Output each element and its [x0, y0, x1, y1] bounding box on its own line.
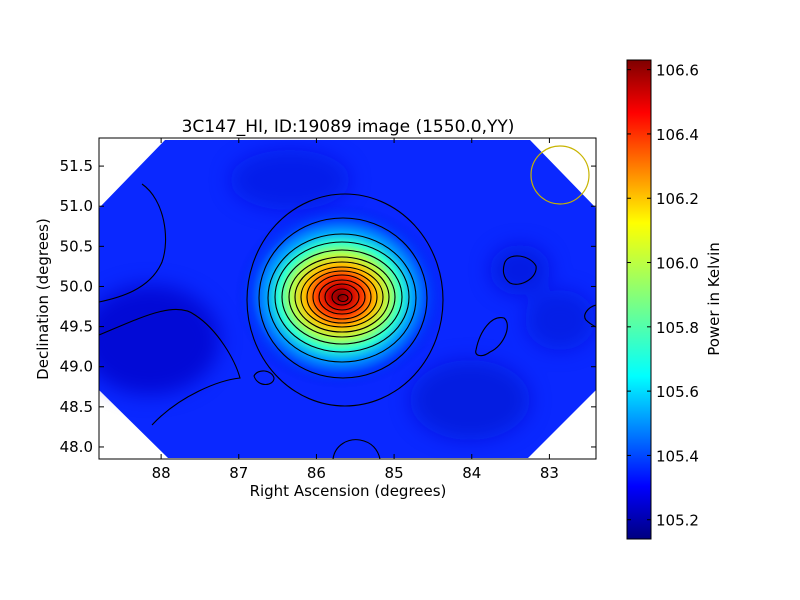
contour-bottom [332, 439, 381, 459]
y-tick-label: 48.5 [60, 398, 93, 416]
plot-frame [98, 137, 597, 460]
chart-title: 3C147_HI, ID:19089 image (1550.0,YY) [182, 117, 515, 137]
colorbar-ticks: 105.2 105.4 105.6 105.8 106.0 106.2 106.4 106.6 [627, 62, 699, 530]
y-tick-label: 50.5 [60, 237, 93, 255]
radio-source [235, 204, 445, 388]
contour-left [99, 183, 167, 303]
colorbar-tick-label: 106.4 [656, 126, 699, 144]
colorbar-tick-label: 105.6 [656, 383, 699, 401]
colorbar [626, 59, 652, 540]
y-tick-label: 51.0 [60, 197, 93, 215]
heatmap-image [99, 138, 596, 459]
contour-right-edge [584, 304, 596, 328]
x-tick-label: 86 [307, 464, 326, 482]
colorbar-tick-label: 106.0 [656, 255, 699, 273]
y-axis: 48.0 48.5 49.0 49.5 50.0 50.5 51.0 51.5 [60, 157, 596, 456]
contour-small-1 [253, 370, 275, 386]
colorbar-label: Power in Kelvin [705, 242, 723, 356]
y-tick-label: 49.0 [60, 358, 93, 376]
colorbar-tick-label: 105.4 [656, 447, 699, 465]
contour-small-2 [502, 255, 537, 285]
y-tick-label: 48.0 [60, 438, 93, 456]
x-tick-label: 87 [229, 464, 248, 482]
beam-circle [530, 145, 590, 205]
x-axis-label: Right Ascension (degrees) [250, 482, 447, 500]
contour-lower-left [99, 308, 241, 426]
colorbar-tick-label: 106.2 [656, 190, 699, 208]
x-tick-label: 84 [462, 464, 481, 482]
colorbar-tick-label: 105.8 [656, 319, 699, 337]
colorbar-tick-label: 105.2 [656, 512, 699, 530]
source-contours [246, 193, 444, 407]
y-tick-label: 49.5 [60, 318, 93, 336]
x-tick-label: 85 [385, 464, 404, 482]
colorbar-tick-label: 106.6 [656, 62, 699, 80]
y-axis-label: Declination (degrees) [34, 218, 52, 380]
y-tick-label: 51.5 [60, 157, 93, 175]
y-tick-label: 50.0 [60, 277, 93, 295]
x-axis: 88 87 86 85 84 83 [152, 138, 559, 482]
contour-small-3 [475, 317, 508, 357]
x-tick-label: 88 [152, 464, 171, 482]
contour-lines [99, 183, 596, 459]
x-tick-label: 83 [540, 464, 559, 482]
